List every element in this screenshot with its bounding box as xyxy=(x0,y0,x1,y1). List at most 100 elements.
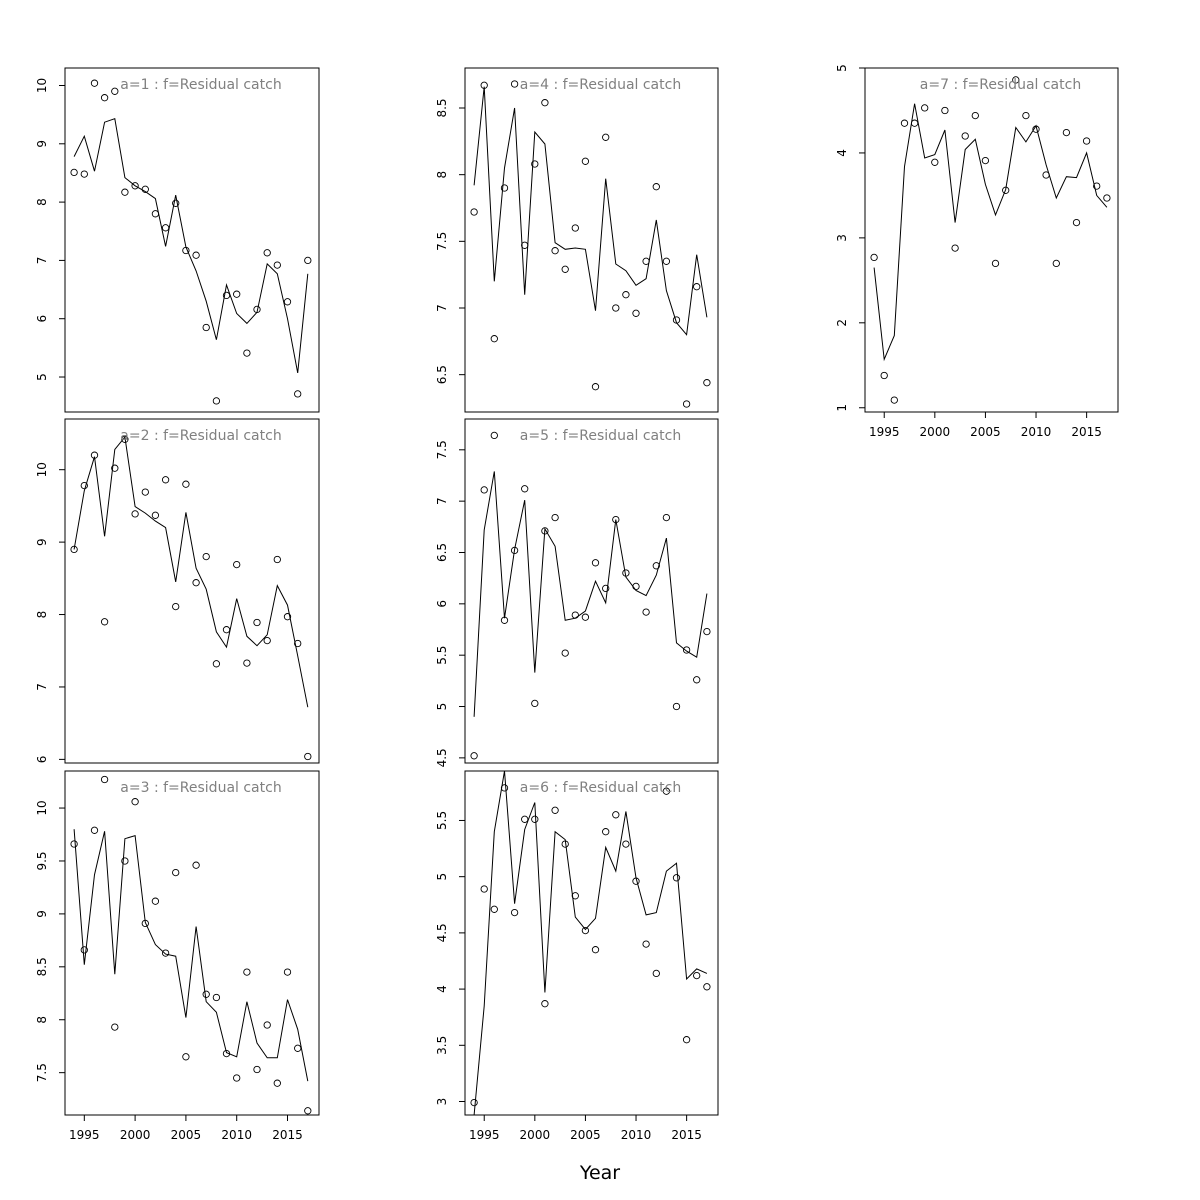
observed-point xyxy=(900,119,909,127)
x-tick-label: 1995 xyxy=(869,425,900,439)
y-tick-label: 8 xyxy=(35,611,49,619)
y-tick-label: 3 xyxy=(835,234,849,242)
observed-point xyxy=(672,702,681,711)
observed-point xyxy=(304,256,312,265)
observed-point xyxy=(222,626,231,634)
observed-point xyxy=(283,613,292,621)
observed-point xyxy=(591,383,600,391)
observed-point xyxy=(642,608,650,616)
y-tick-label: 3 xyxy=(435,1098,449,1106)
observed-point xyxy=(294,1044,302,1052)
observed-point xyxy=(253,618,261,627)
observed-point xyxy=(470,208,478,216)
observed-point xyxy=(111,464,119,472)
observed-point xyxy=(283,968,292,976)
observed-point xyxy=(100,94,109,102)
plot-frame xyxy=(464,418,719,764)
panel-title: a=7 : f=Residual catch xyxy=(920,77,1081,93)
y-tick-label: 9 xyxy=(35,538,49,546)
observed-point xyxy=(1022,111,1030,120)
observed-point xyxy=(551,513,559,522)
panel-a2: 6 7 8 9 10 a=2 : f=Residual catch xyxy=(35,418,320,764)
observed-point xyxy=(80,946,88,954)
y-tick-label: 3.5 xyxy=(435,1036,449,1055)
y-tick-label: 7.5 xyxy=(435,440,449,459)
observed-point xyxy=(1002,186,1010,194)
observed-point xyxy=(253,1065,261,1074)
x-axis-label: Year xyxy=(579,1162,620,1184)
fitted-series-line xyxy=(473,86,708,336)
y-tick-label: 4 xyxy=(435,985,449,993)
observed-point xyxy=(182,1053,190,1061)
x-tick-label: 2010 xyxy=(221,1128,252,1142)
y-tick-label: 7 xyxy=(35,683,49,691)
observed-point xyxy=(531,815,539,823)
observed-point xyxy=(1093,182,1101,190)
observed-point xyxy=(510,80,519,88)
observed-point xyxy=(141,185,149,193)
panel-a3: 7.5 8 8.5 9 9.5 10 1995 2000 2005 2010 2015 a=3 : f… xyxy=(35,770,320,1142)
panel-a7: 1 2 3 4 5 1995 2000 2005 2010 2015 a=7 : f=Residua… xyxy=(835,64,1119,439)
plot-frame xyxy=(464,67,719,413)
observed-point xyxy=(602,828,610,836)
observed-point xyxy=(283,298,292,306)
observed-point xyxy=(480,885,488,893)
observed-point xyxy=(500,784,509,792)
observed-point xyxy=(561,649,569,657)
observed-point xyxy=(172,199,180,207)
observed-point xyxy=(304,1107,312,1115)
observed-point xyxy=(121,857,129,865)
observed-point xyxy=(703,379,711,387)
observed-point xyxy=(551,247,559,255)
observed-point xyxy=(151,511,160,519)
fitted-series-line xyxy=(873,103,1108,362)
x-tick-label: 2010 xyxy=(1021,425,1052,439)
observed-point xyxy=(172,868,180,877)
y-tick-label: 1 xyxy=(835,404,849,412)
observed-point xyxy=(192,579,200,587)
plot-frame xyxy=(64,418,320,764)
observed-point xyxy=(80,170,88,178)
observed-point xyxy=(951,244,959,252)
observed-point xyxy=(233,290,241,298)
y-tick-label: 4.5 xyxy=(435,923,449,942)
observed-point xyxy=(961,132,969,140)
observed-point xyxy=(131,182,139,190)
observed-point xyxy=(682,1036,691,1044)
observed-point xyxy=(541,527,549,535)
y-tick-label: 5 xyxy=(435,873,449,881)
observed-point xyxy=(70,168,78,177)
observed-point xyxy=(100,775,109,784)
observed-point xyxy=(632,877,640,885)
observed-point xyxy=(121,188,129,196)
observed-point xyxy=(243,968,251,976)
observed-point xyxy=(304,752,312,761)
observed-point xyxy=(70,545,78,554)
observed-point xyxy=(521,485,529,493)
observed-point xyxy=(622,840,630,848)
observed-point xyxy=(172,602,180,611)
y-tick-label: 5 xyxy=(835,64,849,72)
observed-point xyxy=(233,1074,241,1082)
observed-point xyxy=(273,261,281,269)
observed-point xyxy=(253,305,261,314)
panel-title: a=1 : f=Residual catch xyxy=(120,77,281,93)
panel-a1: 5 6 7 8 9 10 a=1 : f=Residual catch xyxy=(35,67,320,413)
x-tick-label: 1995 xyxy=(469,1128,500,1142)
observed-point xyxy=(703,627,711,636)
observed-point xyxy=(182,480,190,488)
observed-point xyxy=(121,435,129,443)
observed-point xyxy=(222,1049,231,1058)
plot-frame xyxy=(864,67,1119,413)
observed-point xyxy=(551,806,559,814)
observed-point xyxy=(612,811,620,819)
observed-point xyxy=(561,265,569,273)
y-tick-label: 7.5 xyxy=(35,1063,49,1082)
x-tick-label: 2005 xyxy=(171,1128,202,1142)
observed-point xyxy=(622,569,630,577)
observed-point xyxy=(632,309,640,317)
x-tick-label: 1995 xyxy=(69,1128,100,1142)
observed-point xyxy=(151,210,160,218)
observed-point xyxy=(561,840,569,848)
